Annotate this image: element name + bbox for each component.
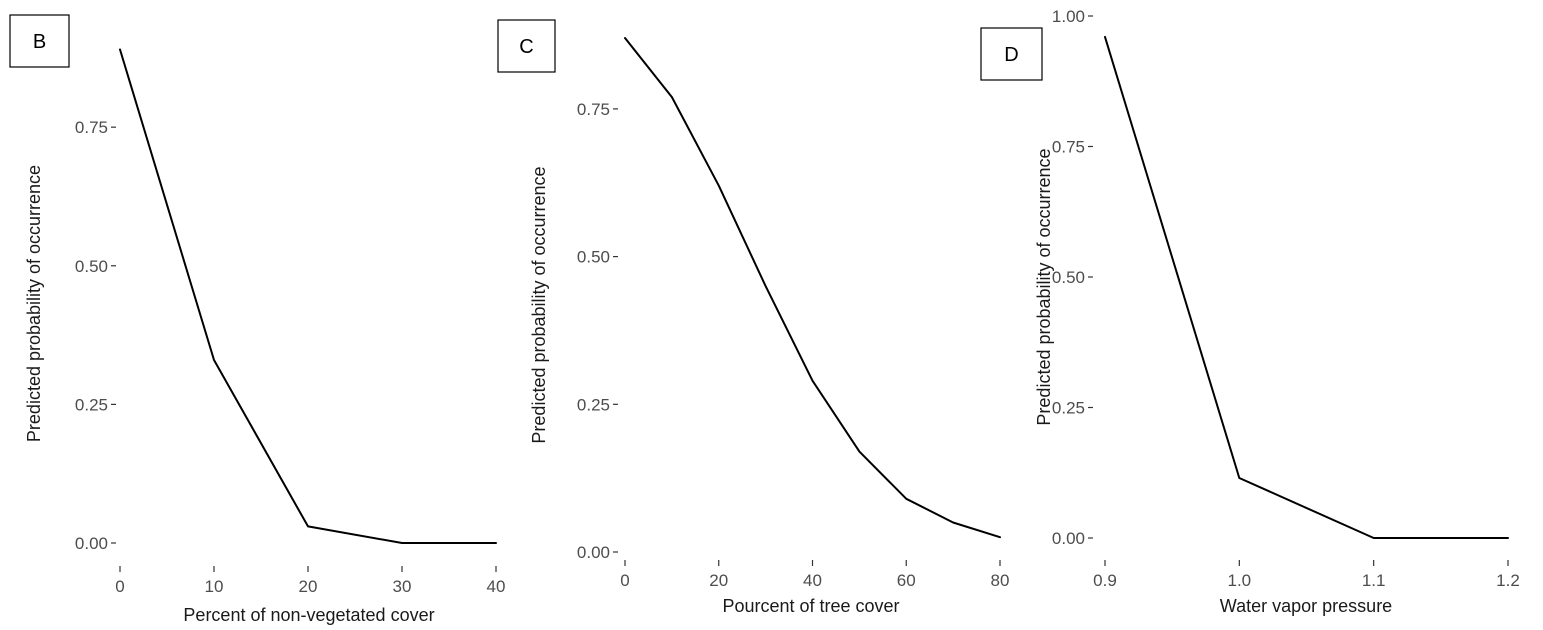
x-axis-title: Water vapor pressure — [1220, 596, 1392, 616]
y-tick-label: 0.50 — [1052, 268, 1085, 287]
y-axis-title: Predicted probability of occurrence — [24, 165, 44, 442]
y-tick-label: 0.25 — [75, 395, 108, 414]
series-line — [119, 48, 497, 544]
x-tick-label: 20 — [299, 577, 318, 596]
panel-b: 0.00 0.25 0.50 0.75 0 10 20 30 40 Percent of non-… — [9, 14, 506, 625]
panel-label-box — [9, 14, 70, 68]
x-tick-label: 40 — [803, 571, 822, 590]
y-tick-label: 0.75 — [75, 118, 108, 137]
panel-label-box — [497, 19, 556, 73]
panel-label: D — [1004, 44, 1018, 66]
y-tick-label: 0.50 — [75, 257, 108, 276]
x-tick-label: 80 — [991, 571, 1010, 590]
panel-c: 0.00 0.25 0.50 0.75 0 20 40 60 80 Pourcent of tre… — [497, 19, 1010, 616]
x-axis-title: Percent of non-vegetated cover — [183, 605, 434, 625]
series-line — [624, 37, 1001, 539]
x-tick-label: 1.2 — [1496, 571, 1520, 590]
panel-d: 0.00 0.25 0.50 0.75 1.00 0.9 1.0 1.1 1.2 Water va… — [980, 7, 1520, 616]
y-tick-label: 0.75 — [1052, 138, 1085, 157]
x-tick-label: 10 — [205, 577, 224, 596]
panel-label: C — [519, 36, 533, 58]
x-tick-label: 0.9 — [1093, 571, 1117, 590]
y-tick-label: 0.00 — [1052, 529, 1085, 548]
x-tick-label: 60 — [897, 571, 916, 590]
series-line — [1104, 35, 1509, 539]
x-tick-label: 0 — [115, 577, 124, 596]
x-tick-label: 20 — [709, 571, 728, 590]
y-tick-label: 0.25 — [1052, 399, 1085, 418]
y-tick-label: 0.25 — [577, 395, 610, 414]
panel-label-box — [980, 27, 1043, 81]
x-tick-label: 30 — [393, 577, 412, 596]
y-tick-label: 0.50 — [577, 248, 610, 267]
x-tick-label: 1.0 — [1228, 571, 1252, 590]
x-tick-label: 0 — [620, 571, 629, 590]
x-tick-label: 40 — [487, 577, 506, 596]
y-tick-label: 0.00 — [75, 534, 108, 553]
y-tick-label: 0.75 — [577, 100, 610, 119]
panel-label: B — [33, 31, 46, 53]
x-tick-label: 1.1 — [1362, 571, 1386, 590]
x-axis-title: Pourcent of tree cover — [722, 596, 899, 616]
y-tick-label: 1.00 — [1052, 7, 1085, 26]
y-tick-label: 0.00 — [577, 543, 610, 562]
y-axis-title: Predicted probability of occurrence — [529, 166, 549, 443]
y-axis-title: Predicted probability of occurrence — [1034, 148, 1054, 425]
